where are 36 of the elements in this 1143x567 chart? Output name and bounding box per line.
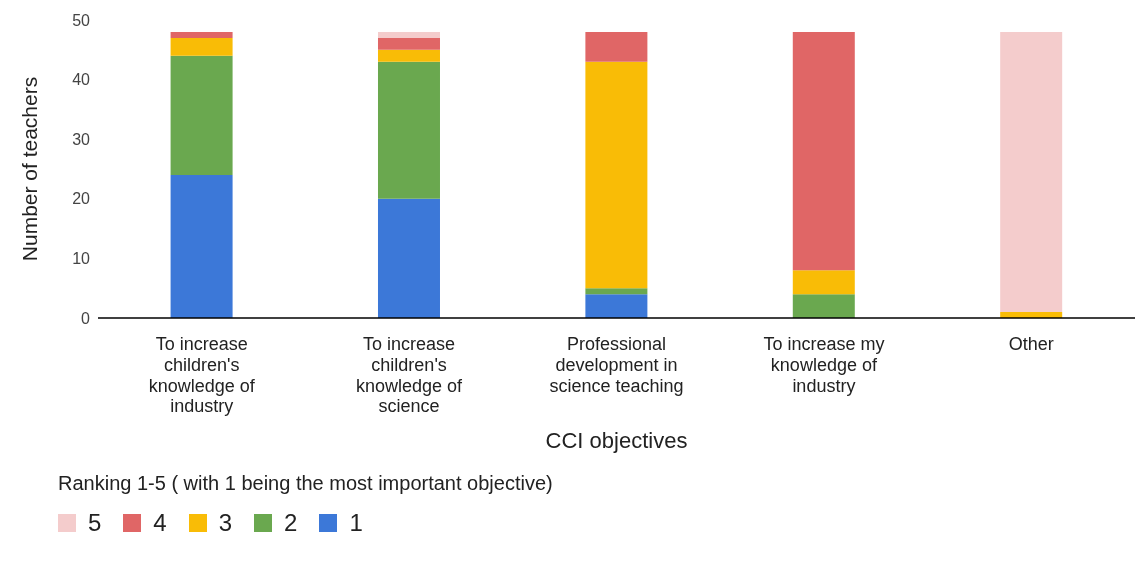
bar bbox=[585, 31, 648, 62]
bar bbox=[585, 61, 648, 289]
x-axis-title: CCI objectives bbox=[545, 428, 688, 453]
x-tick-label: Other bbox=[1008, 334, 1054, 355]
legend-title: Ranking 1-5 ( with 1 being the most important objective) bbox=[58, 472, 554, 495]
legend-label: 4 bbox=[153, 509, 167, 537]
bar bbox=[170, 174, 233, 318]
bar bbox=[170, 55, 233, 175]
y-tick-label: 10 bbox=[72, 250, 91, 268]
bar bbox=[792, 31, 855, 271]
bar bbox=[377, 31, 440, 38]
y-tick-label: 20 bbox=[72, 190, 91, 208]
bar bbox=[1000, 31, 1063, 313]
bar bbox=[170, 37, 233, 56]
x-tick-label: To increase my knowledge of industry bbox=[763, 334, 885, 396]
y-tick-label: 30 bbox=[72, 130, 91, 148]
y-tick-label: 50 bbox=[72, 11, 91, 29]
bar bbox=[377, 49, 440, 62]
bar bbox=[377, 37, 440, 50]
legend-label: 3 bbox=[218, 509, 233, 537]
y-tick-label: 0 bbox=[81, 309, 91, 327]
x-tick-label: Professional development in science teaching bbox=[549, 334, 684, 396]
legend-label: 5 bbox=[88, 509, 102, 537]
bar bbox=[170, 31, 233, 38]
bar bbox=[377, 61, 440, 199]
bar bbox=[792, 294, 855, 318]
bar bbox=[585, 294, 648, 318]
legend-label: 1 bbox=[349, 509, 363, 537]
y-axis-title: Number of teachers bbox=[18, 76, 42, 262]
bar bbox=[585, 288, 648, 295]
y-tick-label: 40 bbox=[72, 71, 91, 89]
bar bbox=[792, 270, 855, 295]
legend-label: 2 bbox=[284, 509, 298, 537]
x-tick-label: To increase children's knowledge of industry bbox=[148, 334, 256, 417]
x-tick-label: To increase children's knowledge of science bbox=[356, 334, 464, 417]
bar bbox=[377, 198, 440, 318]
